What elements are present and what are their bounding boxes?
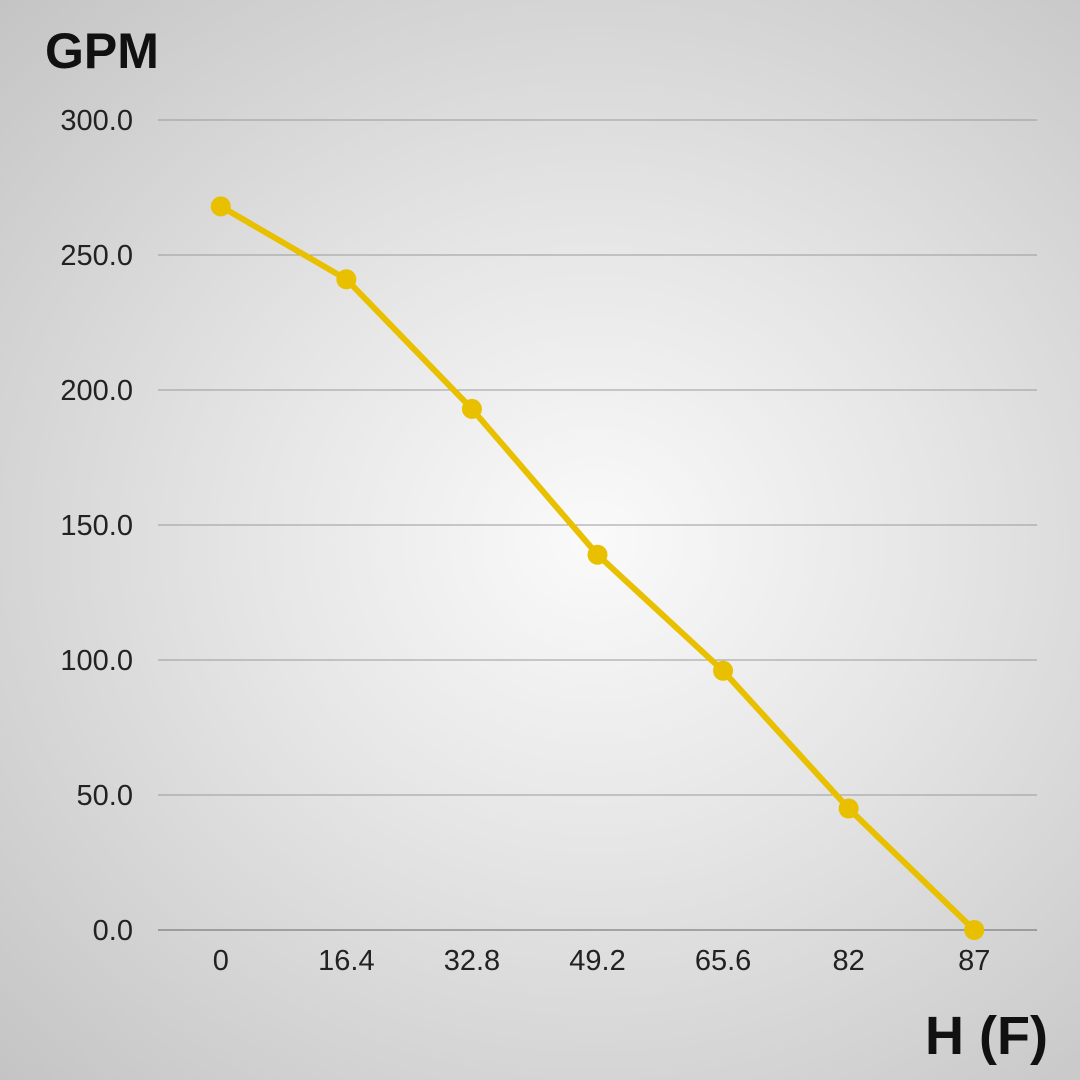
y-tick-label: 250.0 (60, 240, 133, 272)
x-tick-label: 49.2 (569, 945, 625, 977)
y-axis-title: GPM (45, 23, 159, 79)
y-tick-label: 100.0 (60, 645, 133, 677)
data-point (964, 920, 985, 940)
data-point (587, 544, 608, 565)
x-tick-label: 82 (833, 945, 865, 977)
x-axis-title: H (F) (925, 1006, 1048, 1066)
data-point (461, 398, 482, 419)
series-line (219, 203, 977, 933)
x-tick-label: 65.6 (695, 945, 751, 977)
data-point (210, 196, 231, 217)
y-tick-label: 50.0 (77, 780, 133, 812)
data-point (838, 798, 859, 819)
y-tick-label: 150.0 (60, 510, 133, 542)
y-tick-label: 300.0 (60, 105, 133, 137)
x-tick-label: 32.8 (444, 945, 500, 977)
x-tick-label: 16.4 (318, 945, 374, 977)
data-point (713, 660, 734, 681)
x-tick-label: 0 (213, 945, 229, 977)
data-point (336, 269, 357, 290)
y-tick-label: 0.0 (93, 915, 133, 947)
x-tick-label: 87 (958, 945, 990, 977)
y-tick-label: 200.0 (60, 375, 133, 407)
